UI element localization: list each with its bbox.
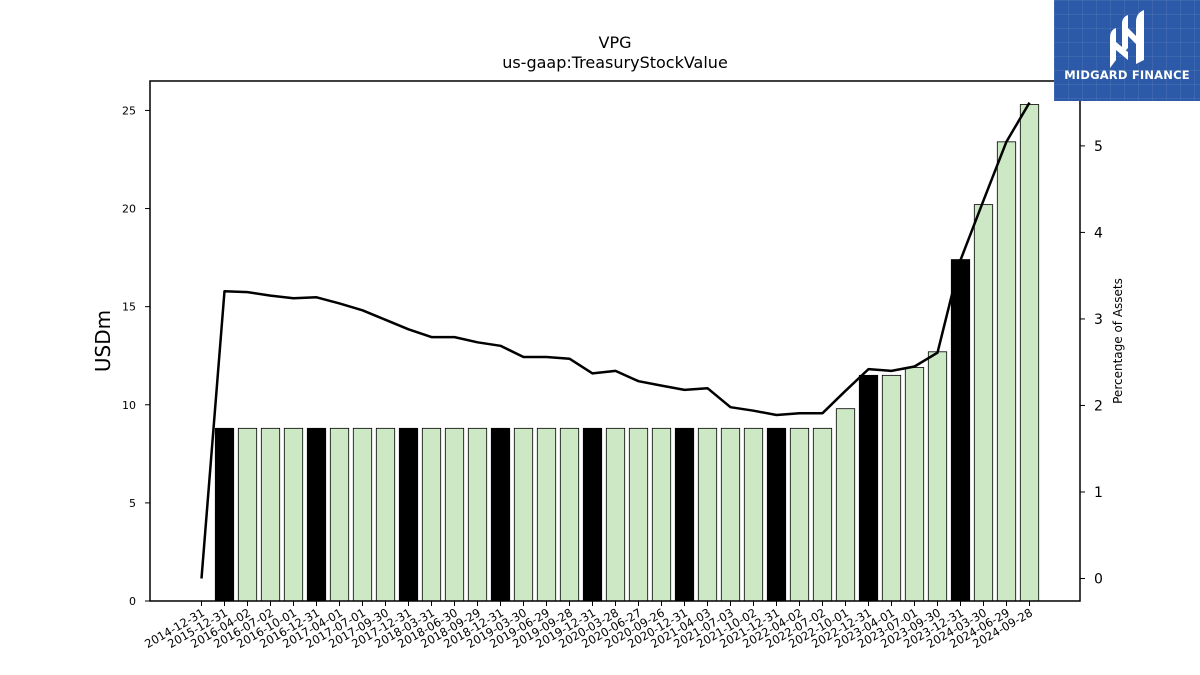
bar bbox=[559, 427, 580, 602]
y2-tick-label: 1 bbox=[1094, 485, 1103, 501]
y2-tick-label: 2 bbox=[1094, 398, 1103, 414]
y-axis-label: USDm bbox=[91, 310, 115, 372]
y-tick-label: 25 bbox=[122, 104, 136, 117]
bar bbox=[950, 259, 971, 602]
y2-tick-label: 3 bbox=[1094, 312, 1103, 328]
bar bbox=[766, 427, 787, 602]
bar bbox=[513, 427, 534, 602]
midgard-finance-logo: MIDGARD FINANCE bbox=[1054, 0, 1200, 101]
y2-tick-label: 4 bbox=[1094, 225, 1103, 241]
bar bbox=[444, 427, 465, 602]
bar bbox=[237, 427, 258, 602]
bar bbox=[306, 427, 327, 602]
bars-layer bbox=[214, 104, 1040, 602]
bar bbox=[697, 427, 718, 602]
y2-tick-label: 0 bbox=[1094, 572, 1103, 588]
y2-tick-label: 5 bbox=[1094, 139, 1103, 155]
bar bbox=[904, 367, 925, 602]
bar bbox=[927, 351, 948, 602]
bar bbox=[835, 408, 856, 602]
series-line bbox=[200, 101, 1031, 579]
bar bbox=[674, 427, 695, 602]
y-tick-label: 10 bbox=[122, 399, 136, 412]
bar bbox=[582, 427, 603, 602]
bar bbox=[651, 427, 672, 602]
y-tick-label: 20 bbox=[122, 203, 136, 216]
bar bbox=[743, 427, 764, 602]
y-tick-label: 15 bbox=[122, 301, 136, 314]
bar bbox=[329, 427, 350, 602]
bar bbox=[1019, 104, 1040, 602]
bar bbox=[467, 427, 488, 602]
bar bbox=[352, 427, 373, 602]
bar bbox=[490, 427, 511, 602]
x-axis: 2014-12-312015-12-312016-04-022016-07-02… bbox=[142, 601, 1035, 651]
chart-subtitle: us-gaap:TreasuryStockValue bbox=[502, 53, 728, 72]
y-tick-label: 0 bbox=[129, 595, 136, 608]
logo-text: MIDGARD FINANCE bbox=[1064, 68, 1190, 82]
bar bbox=[858, 374, 879, 602]
y2-axis-label: Percentage of Assets bbox=[1111, 278, 1125, 404]
bar bbox=[260, 427, 281, 602]
bar bbox=[398, 427, 419, 602]
bar bbox=[628, 427, 649, 602]
bar bbox=[214, 427, 235, 602]
bar bbox=[881, 374, 902, 602]
bar bbox=[375, 427, 396, 602]
logo-mark-icon bbox=[1110, 10, 1144, 68]
bar bbox=[789, 427, 810, 602]
line-layer bbox=[200, 101, 1031, 579]
bar bbox=[421, 427, 442, 602]
bar bbox=[536, 427, 557, 602]
y-axis-right: 0 1 2 3 4 5 bbox=[1080, 139, 1103, 588]
bar bbox=[283, 427, 304, 602]
chart-title: VPG bbox=[599, 33, 632, 52]
bar bbox=[996, 141, 1017, 602]
y-axis-left: 0 5 10 15 20 25 bbox=[122, 104, 150, 608]
bar bbox=[605, 427, 626, 602]
bar bbox=[973, 204, 994, 602]
bar bbox=[720, 427, 741, 602]
y-tick-label: 5 bbox=[129, 497, 136, 510]
bar bbox=[812, 427, 833, 602]
